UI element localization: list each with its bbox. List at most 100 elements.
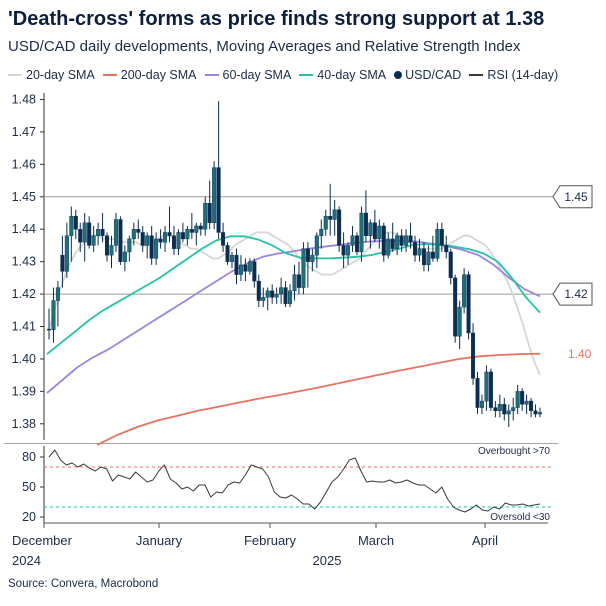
candle-body-64: [332, 209, 337, 220]
candle-body-59: [310, 254, 315, 262]
price-marker-label-1: 1.42: [564, 287, 588, 301]
x-year-label-0: 2024: [12, 553, 41, 568]
candle-body-37: [212, 167, 217, 223]
legend-label-sma20: 20-day SMA: [26, 68, 95, 82]
candle-42: [234, 248, 239, 285]
candle-body-0: [47, 328, 52, 331]
candle-23: [149, 225, 154, 265]
candle-76: [386, 232, 391, 259]
candle-body-26: [163, 232, 168, 243]
candle-body-91: [453, 277, 458, 337]
x-tick-label-0: December: [12, 533, 73, 548]
candle-82: [413, 235, 418, 262]
candle-body-106: [520, 391, 525, 405]
candle-58: [305, 242, 310, 288]
series-line-200-day-sma: [96, 352, 541, 446]
candle-body-38: [216, 167, 221, 233]
candle-100: [493, 401, 498, 418]
candle-body-109: [533, 410, 538, 415]
candle-body-93: [462, 274, 467, 308]
rsi-tick-label-2: 80: [22, 450, 36, 464]
legend-item-sma60: 60-day SMA: [204, 68, 291, 82]
candle-body-4: [64, 235, 69, 272]
candle-93: [462, 268, 467, 314]
candle-body-34: [198, 225, 203, 230]
candle-59: [310, 248, 315, 272]
candle-7: [78, 222, 83, 252]
candle-98: [484, 365, 489, 411]
candle-103: [506, 404, 511, 428]
candle-11: [96, 222, 101, 246]
candle-107: [524, 394, 529, 415]
candle-body-24: [154, 238, 159, 259]
candle-body-19: [131, 229, 136, 240]
candle-body-58: [305, 248, 310, 262]
candle-body-77: [390, 238, 395, 249]
candle-73: [372, 209, 377, 243]
candle-body-10: [91, 235, 96, 246]
candle-57: [301, 242, 306, 295]
candle-55: [292, 264, 297, 301]
candle-body-48: [261, 297, 266, 301]
candle-97: [479, 394, 484, 415]
candle-88: [439, 222, 444, 252]
candle-18: [127, 235, 132, 262]
y-tick-label-3: 1.41: [12, 319, 36, 333]
candle-109: [533, 404, 538, 418]
candle-body-23: [149, 235, 154, 259]
candle-body-56: [296, 274, 301, 288]
legend-swatch-rsi: [469, 74, 484, 76]
candle-81: [408, 222, 413, 249]
candle-53: [283, 281, 288, 308]
legend-swatch-sma20: [8, 74, 22, 76]
candle-17: [122, 245, 127, 272]
candle-9: [87, 216, 92, 249]
candle-21: [140, 225, 145, 252]
candle-86: [430, 235, 435, 262]
candle-39: [221, 222, 226, 252]
candle-27: [167, 206, 172, 243]
price-marker-label-0: 1.45: [564, 190, 588, 204]
candle-92: [457, 300, 462, 350]
legend-label-usdcad: USD/CAD: [405, 68, 462, 82]
candle-50: [270, 284, 275, 304]
candle-body-36: [207, 203, 212, 223]
candle-body-27: [167, 232, 172, 236]
candle-105: [515, 384, 520, 415]
candle-body-103: [506, 410, 511, 415]
candle-body-3: [60, 254, 65, 272]
candle-body-35: [203, 203, 208, 230]
candle-24: [154, 232, 159, 265]
candle-body-76: [386, 238, 391, 256]
candle-body-8: [82, 222, 87, 243]
chart-title: 'Death-cross' forms as price finds stron…: [8, 8, 545, 30]
candle-44: [243, 258, 248, 282]
candle-22: [145, 232, 150, 259]
candle-body-62: [323, 216, 328, 230]
candle-body-51: [274, 293, 279, 298]
candle-body-107: [524, 400, 529, 405]
legend-item-sma200: 200-day SMA: [102, 68, 197, 82]
candle-body-104: [511, 407, 516, 412]
candle-84: [421, 242, 426, 272]
candle-body-92: [457, 306, 462, 337]
candle-body-44: [243, 264, 248, 272]
candle-body-53: [283, 287, 288, 304]
candle-51: [274, 287, 279, 304]
candle-110: [538, 407, 543, 418]
candle-icon: [394, 71, 403, 79]
candle-body-50: [270, 290, 275, 298]
candle-body-30: [180, 232, 185, 240]
y-tick-label-2: 1.40: [12, 352, 36, 366]
candle-41: [230, 251, 235, 269]
candle-94: [466, 271, 471, 340]
candle-64: [332, 200, 337, 236]
x-tick-label-3: March: [358, 533, 394, 548]
candle-61: [319, 219, 324, 249]
candle-79: [399, 229, 404, 252]
x-tick-label-1: January: [136, 533, 183, 548]
candle-body-65: [337, 209, 342, 246]
series-line-20-day-sma: [48, 231, 541, 376]
rsi-tick-label-0: 20: [22, 510, 36, 524]
